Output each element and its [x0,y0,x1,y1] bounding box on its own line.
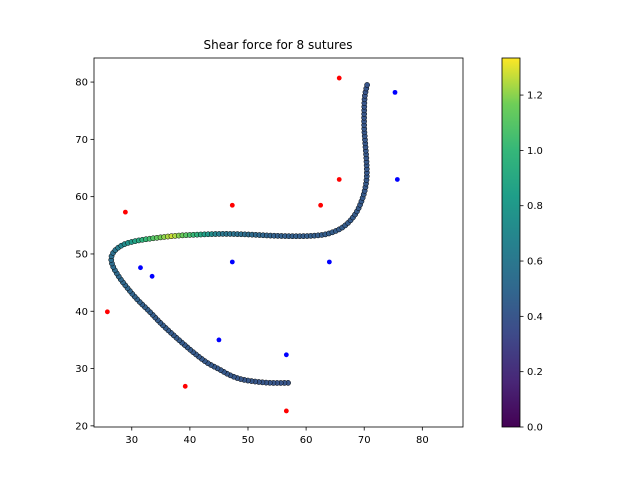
insertion-point [318,202,324,208]
colorbar-tick-label: 0.0 [527,423,543,434]
insertion-point [336,177,342,182]
curve-point [364,82,370,88]
y-tick-label: 20 [75,421,88,432]
x-tick-label: 30 [125,435,138,446]
y-tick-label: 60 [75,192,88,203]
insertion-point [229,202,235,208]
y-tick-label: 70 [75,135,88,146]
extraction-points [138,89,400,358]
insertion-points [104,75,342,414]
y-tick-label: 30 [75,364,88,375]
wound-curve [108,82,370,386]
extraction-point [326,259,332,265]
colorbar-tick-label: 1.0 [527,146,543,157]
insertion-point [104,309,110,315]
colorbar-tick-label: 0.2 [527,367,543,378]
x-axis: 30 40 50 60 70 80 [125,427,429,446]
insertion-point [122,209,128,215]
extraction-point [392,89,398,95]
colorbar-tick-label: 0.6 [527,257,543,268]
insertion-point [182,383,188,389]
insertion-point [283,408,289,414]
colorbar: 0.0 0.2 0.4 0.6 0.8 1.0 1.2 [501,57,543,434]
y-tick-label: 40 [75,307,88,318]
colorbar-tick-label: 0.8 [527,201,543,212]
extraction-point [138,265,143,271]
y-axis: 20 30 40 50 60 70 80 [75,78,94,432]
colorbar-ticks: 0.0 0.2 0.4 0.6 0.8 1.0 1.2 [520,91,543,434]
chart-title: Shear force for 8 sutures [204,38,353,52]
extraction-point [394,177,400,182]
y-tick-label: 80 [75,78,88,89]
colorbar-tick-label: 1.2 [527,91,543,102]
colorbar-tick-label: 0.4 [527,312,543,323]
x-tick-label: 60 [300,435,313,446]
y-tick-label: 50 [75,249,88,260]
x-tick-label: 70 [358,435,371,446]
colorbar-gradient [501,57,521,428]
x-tick-label: 80 [416,435,429,446]
insertion-point [336,75,342,81]
extraction-point [149,273,155,279]
x-tick-label: 40 [184,435,197,446]
extraction-point [216,337,222,343]
extraction-point [283,352,289,358]
extraction-point [229,259,235,265]
plot-frame [93,57,464,428]
x-tick-label: 50 [242,435,255,446]
